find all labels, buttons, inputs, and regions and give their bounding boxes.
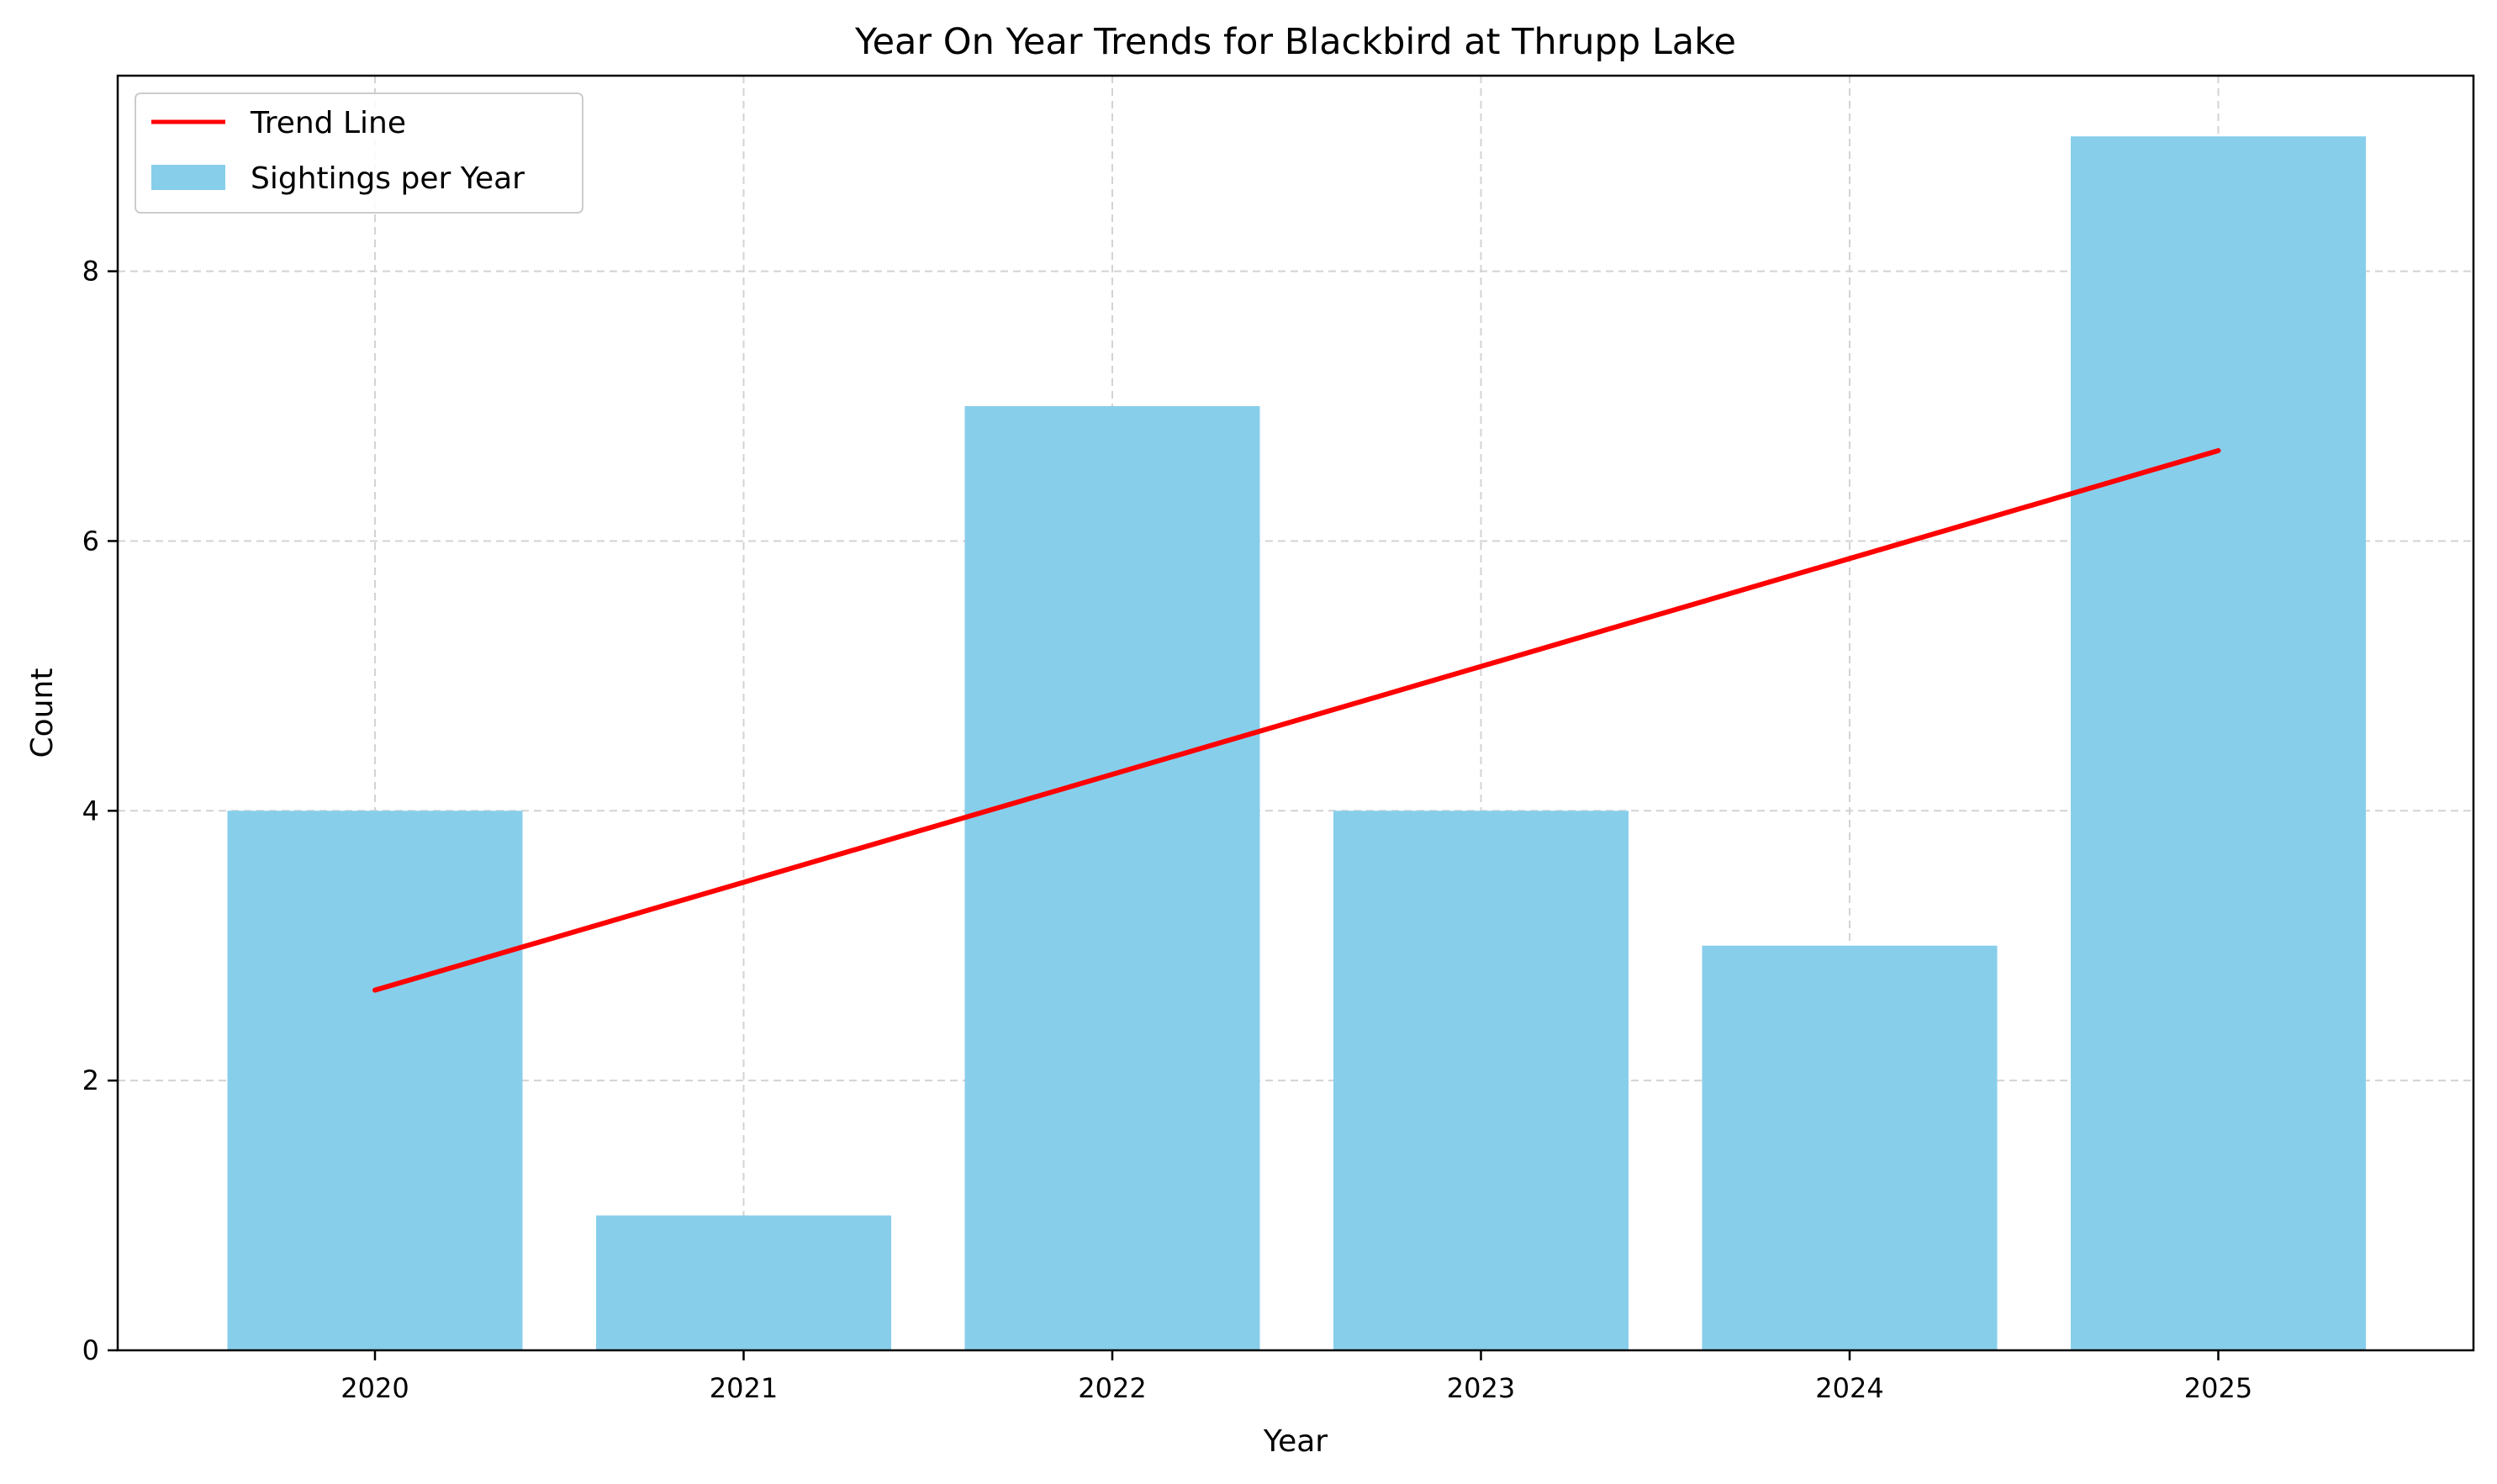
bar: [964, 406, 1260, 1350]
x-tick-label: 2024: [1815, 1372, 1883, 1404]
bar: [2071, 136, 2366, 1351]
y-tick-label: 0: [82, 1334, 99, 1366]
y-axis-label: Count: [25, 668, 60, 758]
x-tick-label: 2020: [340, 1372, 409, 1404]
trend-line: [372, 447, 2221, 993]
legend-label-trend-line: Trend Line: [250, 106, 406, 140]
chart-title: Year On Year Trends for Blackbird at Thr…: [854, 21, 1736, 63]
legend-swatch-sightings: [151, 165, 225, 190]
x-tick-label: 2025: [2184, 1372, 2252, 1404]
axis-ticks: 2020 2021 2022 2023 2024 2025 0 2 4 6 8: [82, 256, 2253, 1404]
x-axis-label: Year: [1263, 1424, 1328, 1459]
bar: [596, 1215, 891, 1350]
x-tick-label: 2022: [1078, 1372, 1146, 1404]
trend-line-layer: [372, 447, 2221, 993]
bar: [1702, 945, 1998, 1350]
legend-label-sightings: Sightings per Year: [251, 161, 525, 196]
y-tick-label: 2: [82, 1064, 99, 1096]
bar: [227, 811, 523, 1350]
bar: [1333, 811, 1629, 1350]
y-tick-label: 4: [82, 795, 99, 826]
legend-box: [135, 92, 583, 214]
legend: Trend Line Sightings per Year: [135, 92, 583, 214]
x-tick-label: 2021: [710, 1372, 778, 1404]
x-tick-label: 2023: [1447, 1372, 1515, 1404]
y-tick-label: 8: [82, 256, 99, 288]
axes-frame: [116, 74, 2475, 1352]
y-tick-label: 6: [82, 525, 99, 557]
bars: [227, 136, 2366, 1351]
